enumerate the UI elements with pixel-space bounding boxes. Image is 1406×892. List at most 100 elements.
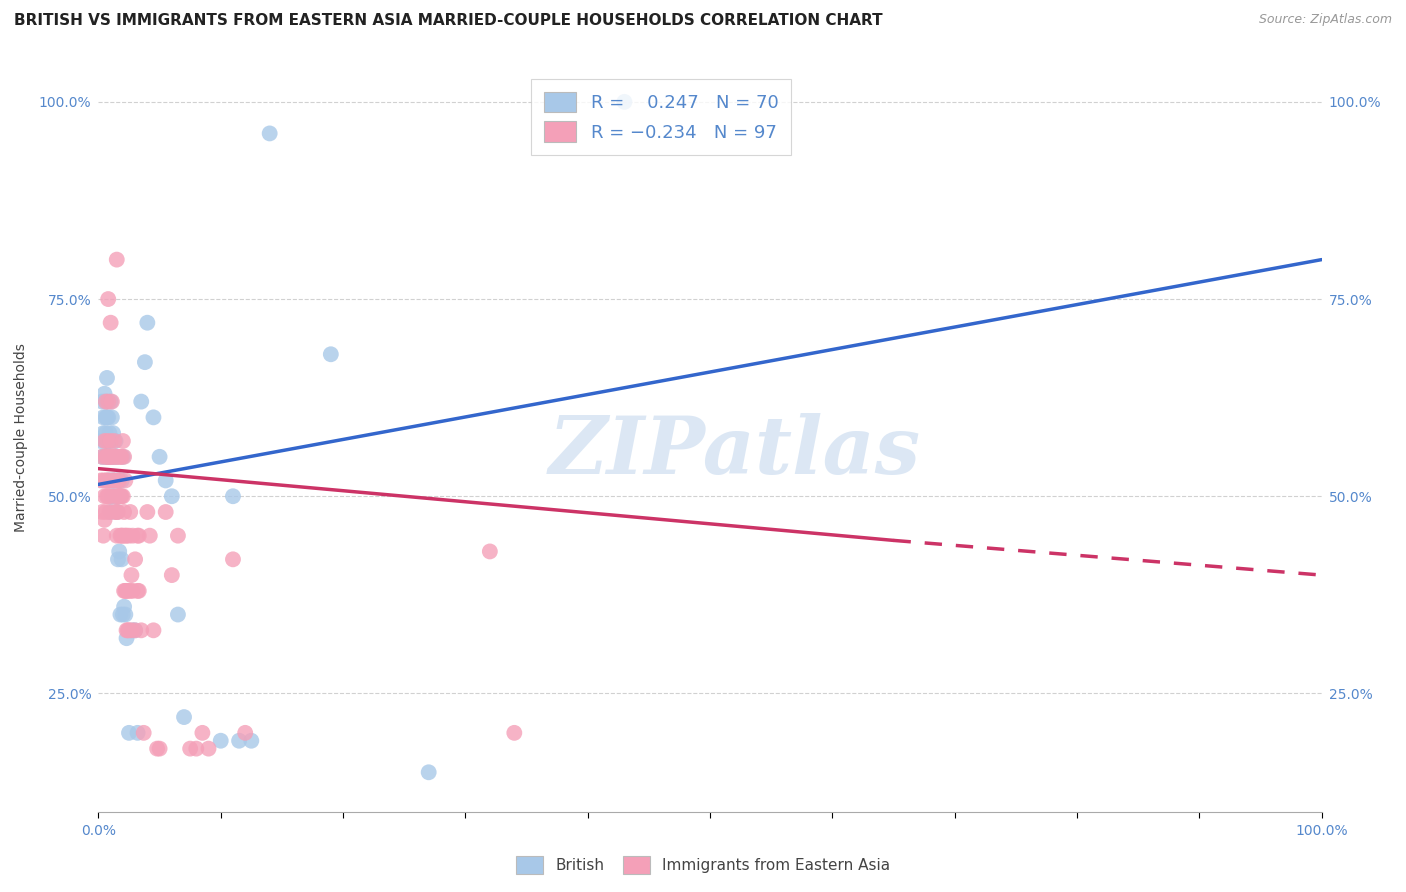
Point [104,450,127,464]
Point [96,434,118,448]
Point [179,741,201,756]
Point [134,355,156,369]
Point [146,741,169,756]
Point [94,450,117,464]
Point [91,529,114,543]
Point [93,434,115,448]
Point [101,450,124,464]
Point [94,410,117,425]
Point [103,505,125,519]
Point [120,568,142,582]
Point [98,505,121,519]
Point [91,394,114,409]
Point [103,474,125,488]
Point [127,583,149,598]
Point [94,474,117,488]
Point [115,583,138,598]
Point [114,583,136,598]
Point [124,624,146,638]
Point [97,474,120,488]
Point [111,434,134,448]
Point [120,505,142,519]
Point [103,450,125,464]
Point [613,95,636,109]
Point [101,450,124,464]
Point [167,607,190,622]
Point [90,434,112,448]
Point [96,371,118,385]
Point [111,450,134,464]
Point [103,434,125,448]
Point [111,607,134,622]
Point [91,450,114,464]
Point [93,386,115,401]
Point [186,741,208,756]
Point [121,529,143,543]
Point [160,489,183,503]
Legend: British, Immigrants from Eastern Asia: British, Immigrants from Eastern Asia [509,850,897,880]
Point [97,489,120,503]
Point [90,474,112,488]
Point [107,474,129,488]
Legend: R =   0.247   N = 70, R = −0.234   N = 97: R = 0.247 N = 70, R = −0.234 N = 97 [531,79,792,155]
Point [101,450,124,464]
Point [136,505,159,519]
Point [114,607,136,622]
Point [111,450,134,464]
Point [101,410,124,425]
Point [478,544,501,558]
Point [96,410,118,425]
Point [233,726,256,740]
Point [97,434,120,448]
Point [121,624,143,638]
Point [96,474,118,488]
Point [97,450,120,464]
Point [91,410,114,425]
Point [96,450,118,464]
Point [191,726,214,740]
Point [101,474,124,488]
Point [107,474,129,488]
Point [103,489,125,503]
Point [110,489,132,503]
Point [110,489,132,503]
Point [94,426,117,441]
Point [108,489,131,503]
Point [149,450,172,464]
Point [129,394,152,409]
Point [124,552,146,566]
Point [91,505,114,519]
Point [118,726,141,740]
Point [108,474,131,488]
Point [105,252,128,267]
Point [111,489,134,503]
Point [197,741,219,756]
Point [111,529,134,543]
Point [93,489,115,503]
Point [222,552,245,566]
Point [112,599,135,614]
Point [222,489,245,503]
Point [91,450,114,464]
Point [114,474,136,488]
Point [139,529,162,543]
Point [105,450,128,464]
Point [96,450,118,464]
Point [112,583,135,598]
Point [115,631,138,645]
Point [112,505,135,519]
Point [418,765,440,780]
Point [111,529,134,543]
Point [120,583,142,598]
Point [107,552,129,566]
Point [110,529,132,543]
Point [100,489,122,503]
Point [112,450,135,464]
Point [107,505,129,519]
Point [97,394,120,409]
Point [132,726,155,740]
Point [209,733,232,747]
Point [108,544,131,558]
Point [128,583,150,598]
Point [111,474,134,488]
